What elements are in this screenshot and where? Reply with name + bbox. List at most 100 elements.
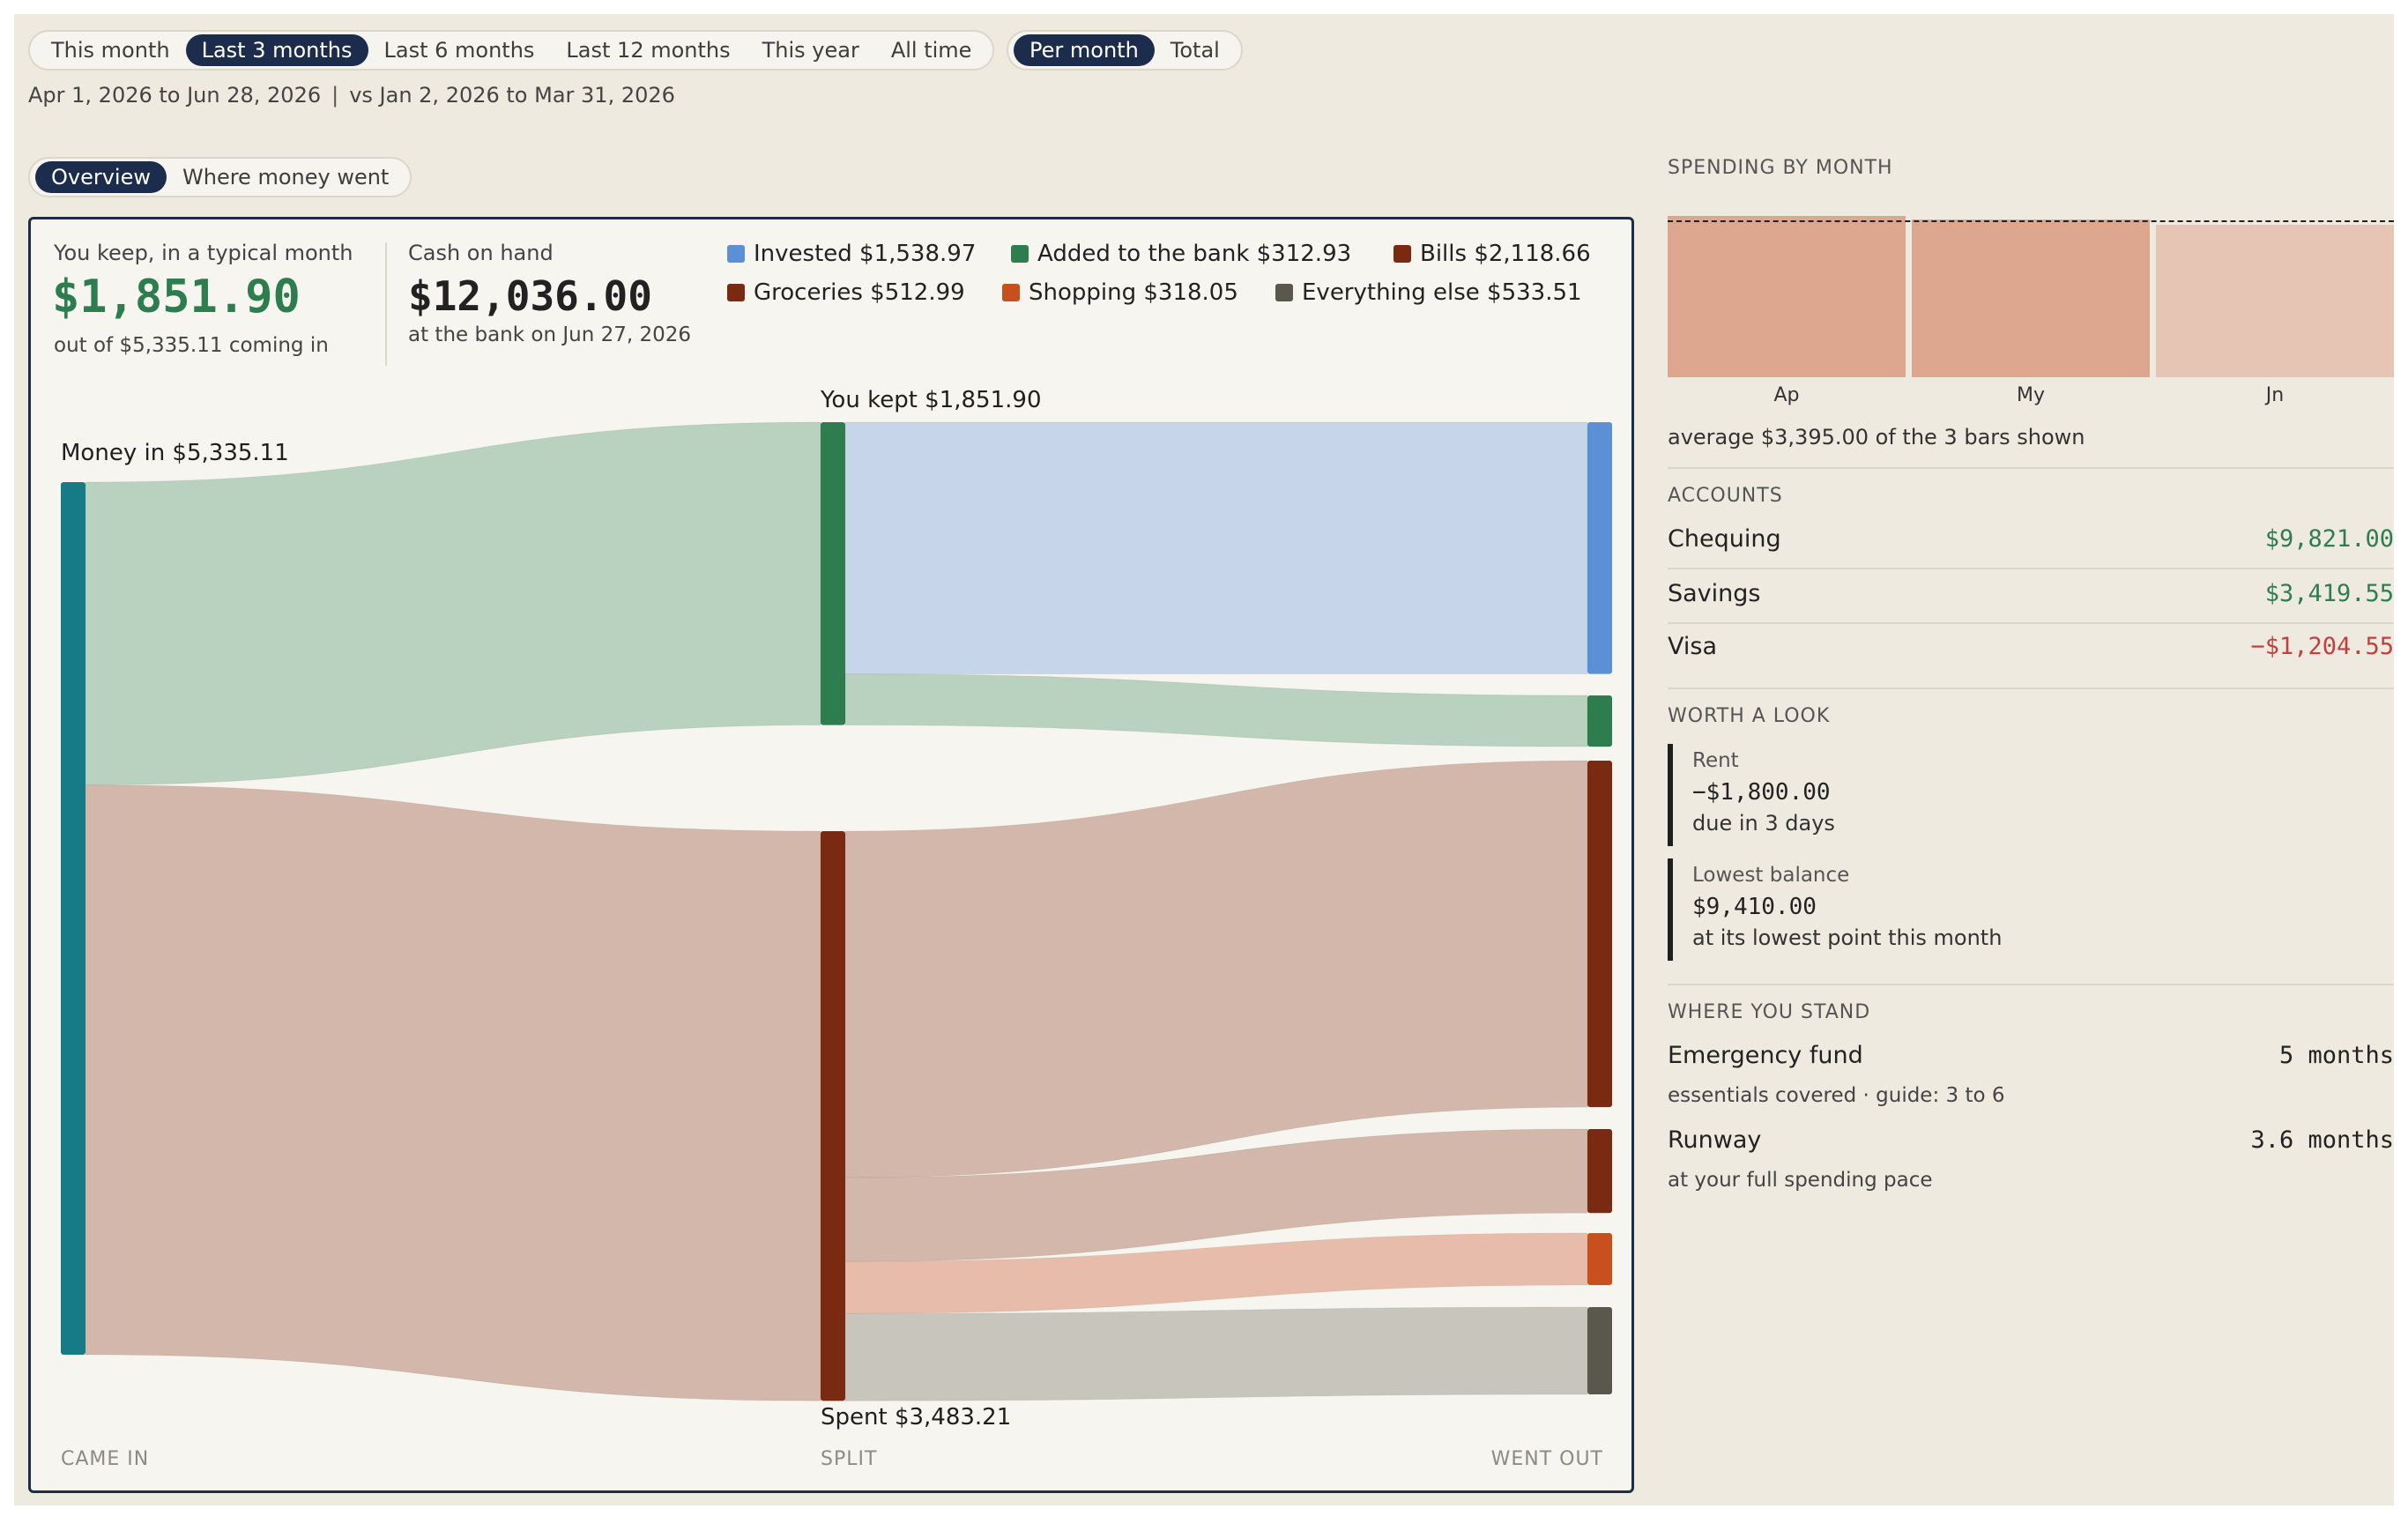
account-balance-savings: $3,419.55 — [2264, 580, 2394, 607]
sankey-link-invested[interactable] — [844, 421, 1588, 675]
view-selector: Overview Where money went — [28, 157, 412, 197]
account-name-savings[interactable]: Savings — [1668, 580, 1761, 607]
tab-overview[interactable]: Overview — [35, 161, 167, 193]
alert-note: at its lowest point this month — [1692, 925, 2003, 950]
sankey-node-bills[interactable] — [1587, 761, 1612, 1108]
accounts-title: ACCOUNTS — [1668, 485, 1783, 507]
stand-note-emergency-fund: essentials covered · guide: 3 to 6 — [1668, 1084, 2005, 1107]
where-you-stand-title: WHERE YOU STAND — [1668, 1001, 1871, 1023]
date-range-line: Apr 1, 2026 to Jun 28, 2026 | vs Jan 2, 20… — [28, 83, 675, 108]
alert-label: Rent — [1692, 749, 1739, 772]
sankey-link-you-kept[interactable] — [85, 421, 821, 786]
tab-total[interactable]: Total — [1170, 38, 1220, 63]
worth-a-look-title: WORTH A LOOK — [1668, 705, 1831, 727]
sankey-node-you-kept[interactable] — [821, 422, 845, 725]
stand-note-runway: at your full spending pace — [1668, 1169, 1933, 1192]
app-frame: This month Last 3 months Last 6 months L… — [14, 14, 2394, 1505]
tab-last-12-months[interactable]: Last 12 months — [566, 38, 731, 63]
overview-card: You keep, in a typical month $1,851.90 o… — [28, 217, 1634, 1493]
sankey-node-invested[interactable] — [1587, 422, 1612, 674]
alert-lowest-balance[interactable]: Lowest balance $9,410.00 at its lowest p… — [1668, 858, 2394, 961]
stand-value-runway: 3.6 months — [2250, 1126, 2394, 1154]
sankey-link-spent[interactable] — [85, 784, 821, 1401]
sankey-node-added-to-the-bank[interactable] — [1587, 695, 1612, 747]
tab-per-month[interactable]: Per month — [1014, 34, 1155, 66]
month-bar[interactable] — [2156, 224, 2394, 377]
spending-bar-chart — [1668, 215, 2394, 377]
divider — [1668, 984, 2394, 985]
tab-where-money-went[interactable]: Where money went — [182, 165, 390, 190]
account-name-visa[interactable]: Visa — [1668, 633, 1717, 660]
divider — [1668, 568, 2394, 569]
date-range: Apr 1, 2026 to Jun 28, 2026 — [28, 83, 322, 108]
period-selector: This month Last 3 months Last 6 months L… — [28, 30, 995, 71]
axis-came-in: CAME IN — [61, 1448, 150, 1470]
kept-label: You kept $1,851.90 — [821, 387, 1042, 413]
sankey-node-shopping[interactable] — [1587, 1233, 1612, 1286]
month-bar-label: Jn — [2265, 384, 2285, 406]
spending-by-month-title: SPENDING BY MONTH — [1668, 157, 1893, 179]
legend-label: Everything else $533.51 — [1302, 279, 1582, 306]
keep-value: $1,851.90 — [52, 271, 301, 323]
legend-item-bills: Bills $2,118.66 — [1394, 241, 1591, 267]
legend-item-everything-else: Everything else $533.51 — [1275, 279, 1582, 306]
legend-item-added-to-bank: Added to the bank $312.93 — [1011, 241, 1351, 267]
account-name-chequing[interactable]: Chequing — [1668, 525, 1781, 553]
account-balance-visa: −$1,204.55 — [2250, 633, 2394, 660]
account-balance-chequing: $9,821.00 — [2264, 525, 2394, 553]
stand-value-emergency-fund: 5 months — [2278, 1042, 2394, 1069]
legend-label: Invested $1,538.97 — [754, 241, 977, 267]
tab-last-3-months[interactable]: Last 3 months — [185, 34, 368, 66]
tab-last-6-months[interactable]: Last 6 months — [383, 38, 535, 63]
spending-average: average $3,395.00 of the 3 bars shown — [1668, 425, 2085, 450]
legend-item-groceries: Groceries $512.99 — [727, 279, 965, 306]
compare-range: vs Jan 2, 2026 to Mar 31, 2026 — [349, 83, 675, 108]
separator: | — [331, 83, 339, 108]
divider — [1668, 622, 2394, 624]
sankey-link-groceries[interactable] — [844, 1128, 1588, 1262]
legend-label: Bills $2,118.66 — [1420, 241, 1591, 267]
legend-swatch — [1011, 245, 1029, 263]
month-bar[interactable] — [1668, 216, 1906, 377]
money-in-label: Money in $5,335.11 — [61, 440, 289, 466]
alert-rent[interactable]: Rent −$1,800.00 due in 3 days — [1668, 744, 2394, 846]
sankey-link-everything-else[interactable] — [844, 1306, 1588, 1401]
tab-this-month[interactable]: This month — [51, 38, 170, 63]
alert-value: $9,410.00 — [1692, 894, 1817, 920]
cash-label: Cash on hand — [408, 241, 554, 265]
sankey-node-everything-else[interactable] — [1587, 1307, 1612, 1394]
divider — [1668, 467, 2394, 469]
legend-swatch — [727, 284, 745, 301]
sankey-node-spent[interactable] — [821, 831, 845, 1401]
tab-all-time[interactable]: All time — [890, 38, 972, 63]
legend-item-invested: Invested $1,538.97 — [727, 241, 976, 267]
sankey-node-money-in[interactable] — [61, 482, 85, 1355]
keep-label: You keep, in a typical month — [54, 241, 353, 265]
legend-label: Groceries $512.99 — [754, 279, 965, 306]
sankey-node-groceries[interactable] — [1587, 1129, 1612, 1214]
legend-item-shopping: Shopping $318.05 — [1002, 279, 1238, 306]
legend-label: Shopping $318.05 — [1029, 279, 1238, 306]
sankey-chart — [61, 421, 1612, 1401]
stand-name-emergency-fund: Emergency fund — [1668, 1042, 1863, 1069]
sankey-link-bills[interactable] — [844, 760, 1588, 1178]
legend-swatch — [1394, 245, 1411, 263]
kpi-divider — [385, 242, 387, 366]
sankey-link-added-to-the-bank[interactable] — [844, 673, 1588, 747]
axis-split: SPLIT — [821, 1448, 878, 1470]
tab-this-year[interactable]: This year — [762, 38, 859, 63]
cash-sub: at the bank on Jun 27, 2026 — [408, 323, 692, 346]
legend-swatch — [1002, 284, 1020, 301]
cash-value: $12,036.00 — [408, 272, 652, 320]
spent-label: Spent $3,483.21 — [821, 1404, 1012, 1431]
month-bar[interactable] — [1912, 219, 2150, 377]
average-line — [1668, 219, 2394, 222]
alert-note: due in 3 days — [1692, 811, 1835, 836]
alert-label: Lowest balance — [1692, 864, 1850, 887]
stand-name-runway: Runway — [1668, 1126, 1762, 1154]
legend-swatch — [727, 245, 745, 263]
legend-label: Added to the bank $312.93 — [1037, 241, 1352, 267]
keep-sub: out of $5,335.11 coming in — [54, 334, 329, 357]
axis-went-out: WENT OUT — [1490, 1448, 1603, 1470]
sankey-link-shopping[interactable] — [844, 1232, 1588, 1314]
